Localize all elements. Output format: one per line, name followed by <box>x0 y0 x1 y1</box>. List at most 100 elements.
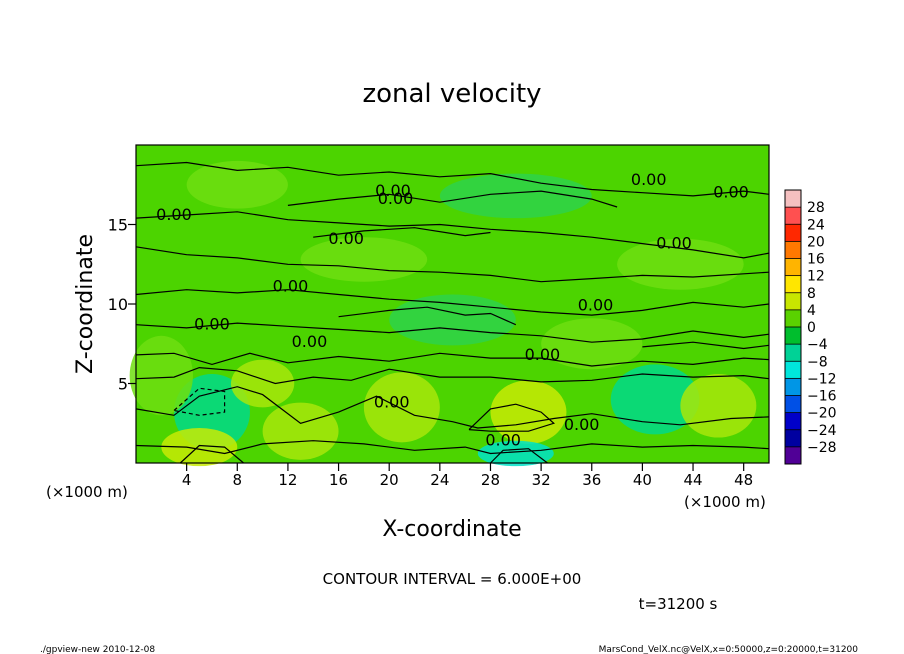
contour-line-13 <box>287 190 618 208</box>
colorbar-label-12: −20 <box>807 406 837 422</box>
contour-line-16 <box>642 341 770 350</box>
field-patch-10 <box>389 294 516 346</box>
chart-title: zonal velocity <box>362 79 541 109</box>
contour-line-1 <box>135 211 770 259</box>
x-tick-label-8: 8 <box>233 471 243 489</box>
field-patch-15 <box>129 335 193 416</box>
contour-label-6: 0.00 <box>656 234 692 253</box>
contour-line-9 <box>468 403 555 432</box>
contour-label-0: 0.00 <box>375 181 411 200</box>
contour-line-4 <box>135 322 770 343</box>
colorbar-label-4: 12 <box>807 269 825 285</box>
field-patch-5 <box>490 380 567 444</box>
colorbar-swatch-4 <box>785 258 801 276</box>
x-tick-label-48: 48 <box>734 471 753 489</box>
contour-label-2: 0.00 <box>631 170 667 189</box>
field-patch-11 <box>617 238 744 290</box>
colorbar-label-10: −12 <box>807 371 837 387</box>
field-patch-4 <box>363 372 440 443</box>
colorbar-swatch-1 <box>785 207 801 225</box>
contour-lines <box>135 161 770 464</box>
contour-line-6 <box>135 366 770 385</box>
colorbar-label-7: 0 <box>807 320 816 336</box>
x-tick-label-24: 24 <box>430 471 449 489</box>
field-patch-7 <box>610 364 700 435</box>
contour-label-5: 0.00 <box>328 229 364 248</box>
field-patch-8 <box>680 373 757 438</box>
contour-label-8: 0.00 <box>194 315 230 334</box>
field-patch-6 <box>477 440 554 467</box>
field-patch-3 <box>262 402 339 460</box>
contour-line-11 <box>490 448 548 464</box>
colorbar-swatch-3 <box>785 241 801 259</box>
colorbar-label-9: −8 <box>807 354 828 370</box>
colorbar-label-0: 28 <box>807 200 825 216</box>
x-tick-label-40: 40 <box>633 471 652 489</box>
colorbar-label-8: −4 <box>807 337 828 353</box>
contour-line-14 <box>313 227 491 238</box>
colorbar-label-13: −24 <box>807 423 837 439</box>
contour-label-12: 0.00 <box>374 393 410 412</box>
x-tick-label-32: 32 <box>532 471 551 489</box>
colorbar-swatch-11 <box>785 378 801 396</box>
contour-interval: CONTOUR INTERVAL = 6.000E+00 <box>323 570 582 588</box>
colorbar-label-14: −28 <box>807 440 837 456</box>
contour-line-15 <box>338 306 517 326</box>
contour-label-1: 0.00 <box>378 189 414 208</box>
x-tick-label-16: 16 <box>329 471 348 489</box>
x-unit-left: (×1000 m) <box>46 483 128 501</box>
x-tick-label-28: 28 <box>481 471 500 489</box>
contour-label-3: 0.00 <box>713 183 749 202</box>
contour-line-3 <box>135 289 770 316</box>
x-axis-label: X-coordinate <box>382 517 521 542</box>
field-patch-1 <box>161 428 238 467</box>
field-patch-9 <box>541 318 643 370</box>
contour-line-2 <box>135 246 770 283</box>
x-tick-label-44: 44 <box>683 471 702 489</box>
x-tick-label-36: 36 <box>582 471 601 489</box>
colorbar-swatch-8 <box>785 327 801 345</box>
colorbar-swatch-10 <box>785 361 801 379</box>
contour-line-10 <box>173 387 226 416</box>
plot-area: 0.000.000.000.000.000.00 0.000.000.000.00… <box>129 144 770 467</box>
contour-label-7: 0.00 <box>273 277 309 296</box>
y-axis-label: Z-coordinate <box>73 234 98 374</box>
colorbar-label-6: 4 <box>807 303 816 319</box>
colorbar-label-1: 24 <box>807 217 825 233</box>
contour-label-9: 0.00 <box>292 332 328 351</box>
y-axis-ticks: 5 10 15 <box>108 216 136 394</box>
contour-label-13: 0.00 <box>564 415 600 434</box>
colorbar-swatch-14 <box>785 429 801 447</box>
colorbar-swatch-7 <box>785 309 801 327</box>
colorbar-swatch-2 <box>785 224 801 242</box>
y-tick-label-5: 5 <box>118 375 128 394</box>
colorbar-label-3: 16 <box>807 252 825 268</box>
contour-line-8 <box>135 440 770 455</box>
field-patch-14 <box>186 160 288 209</box>
y-tick-label-10: 10 <box>108 295 128 314</box>
contour-label-11: 0.00 <box>525 345 561 364</box>
colorbar-label-5: 8 <box>807 286 816 302</box>
contour-label-14: 0.00 <box>485 431 521 450</box>
x-tick-label-12: 12 <box>278 471 297 489</box>
y-tick-label-15: 15 <box>108 216 128 235</box>
contour-line-12 <box>179 444 244 464</box>
contour-line-5 <box>135 352 770 367</box>
colorbar-swatch-13 <box>785 412 801 430</box>
colorbar-swatch-6 <box>785 292 801 310</box>
contour-line-7 <box>135 386 770 429</box>
contour-labels: 0.000.000.000.000.000.00 0.000.000.000.00… <box>156 170 749 450</box>
contour-label-4: 0.00 <box>156 205 192 224</box>
colorbar-label-11: −16 <box>807 389 837 405</box>
footer-right: MarsCond_VelX.nc@VelX,x=0:50000,z=0:2000… <box>599 645 859 654</box>
contour-line-0 <box>135 161 770 197</box>
colorbar-swatch-5 <box>785 275 801 293</box>
colorbar-swatch-15 <box>785 446 801 464</box>
colorbar-swatch-0 <box>785 190 801 208</box>
colorbar-swatch-12 <box>785 395 801 413</box>
contour-label-10: 0.00 <box>578 296 614 315</box>
footer-left: ./gpview-new 2010-12-08 <box>40 645 155 654</box>
x-axis-ticks: 4 8 12 16 20 24 28 32 36 40 44 48 <box>182 463 753 489</box>
